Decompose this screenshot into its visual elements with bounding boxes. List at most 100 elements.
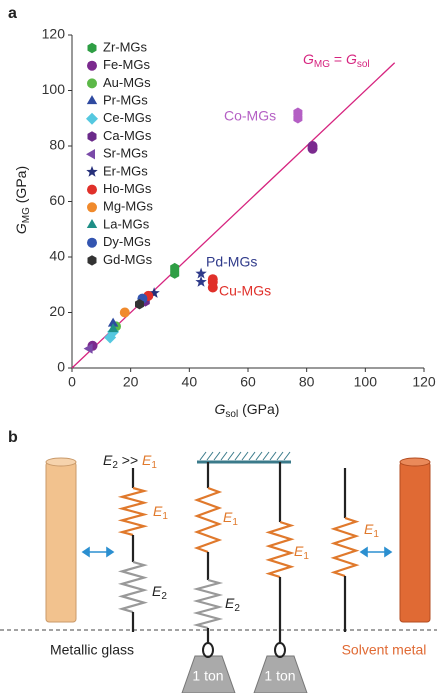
weight [181,655,236,693]
legend-marker [87,255,97,266]
y-tick-label: 0 [57,359,65,375]
y-tick-label: 60 [49,192,65,208]
hatch-line [227,451,235,461]
spring [330,516,360,578]
hatch-line [199,451,207,461]
legend-marker [87,131,97,142]
y-tick-label: 120 [42,26,66,42]
x-tick-label: 80 [299,374,315,390]
y-axis-label: GMG (GPa) [13,166,32,234]
point [207,274,218,285]
hatch-line [241,451,249,461]
legend-marker [87,42,97,54]
metallic-glass-rod [45,461,77,623]
legend-label: Zr-MGs [103,39,148,54]
y-tick-label: 40 [49,248,65,264]
spring-label: E1 [364,521,379,540]
legend-label: Sr-MGs [103,146,148,161]
x-tick-label: 120 [412,374,436,390]
hatch-line [234,451,242,461]
legend-label: Dy-MGs [103,234,151,249]
hatch-line [220,451,228,461]
legend-label: Mg-MGs [103,199,153,214]
legend-label: Pr-MGs [103,93,148,108]
series-annotation: Co-MGs [224,108,276,124]
x-tick-label: 100 [354,374,378,390]
reference-label: GMG = Gsol [303,51,370,70]
legend-marker [86,112,98,125]
hatch-line [255,451,263,461]
point [170,262,180,274]
legend-label: Ho-MGs [103,181,152,196]
legend-label: Au-MGs [103,75,151,90]
hook [274,642,286,658]
arrows [81,546,393,558]
hatch-line [213,451,221,461]
right-label: Solvent metal [342,642,427,658]
spring-label: E2 [152,583,167,602]
point [293,107,303,118]
hatch-line [276,451,284,461]
point [195,267,207,279]
ceiling-hatch [199,451,291,461]
weight-label: 1 ton [264,668,295,684]
point [148,287,160,298]
spring [117,560,149,614]
hatch-line [269,451,277,461]
series-annotation: Pd-MGs [206,254,257,270]
legend-marker [87,78,97,89]
legend-label: Ce-MGs [103,110,152,125]
x-tick-label: 40 [182,374,198,390]
legend-marker [86,149,95,160]
point [119,307,130,318]
relation: E2 >> E1 [103,452,157,471]
spring [193,486,223,554]
legend-marker [87,60,97,71]
point [307,141,318,151]
legend-marker [87,184,97,195]
spring [265,520,295,579]
legend-marker [86,95,98,105]
legend-label: Ca-MGs [103,128,152,143]
legend-marker [86,219,98,228]
hook [202,642,214,658]
y-tick-label: 20 [49,303,65,319]
x-tick-label: 0 [68,374,76,390]
series-annotation: Cu-MGs [219,283,271,299]
weight-label: 1 ton [192,668,223,684]
spring [117,486,149,537]
y-tick-label: 100 [42,81,66,97]
panel-label: b [8,429,18,446]
point [195,276,207,287]
legend-label: Fe-MGs [103,57,150,72]
x-tick-label: 60 [240,374,256,390]
spring [192,578,224,630]
rod-top [399,457,431,467]
spring-label: E1 [153,503,168,522]
point [107,317,119,327]
hatch-line [206,451,214,461]
left-label: Metallic glass [50,642,134,658]
point [83,343,93,354]
solvent-metal-rod [399,461,431,623]
weight [253,655,308,693]
x-tick-label: 20 [123,374,139,390]
spring-label: E2 [225,595,240,614]
legend-label: Er-MGs [103,163,148,178]
springs [117,462,360,643]
point [107,323,119,333]
hatch-line [283,451,291,461]
rod-top [45,457,77,467]
spring-label: E1 [294,543,309,562]
x-axis-label: Gsol (GPa) [215,401,280,420]
hatch-line [262,451,270,461]
legend-label: Gd-MGs [103,252,153,267]
point [135,299,144,310]
spring-label: E1 [223,509,238,528]
legend-marker [87,202,97,213]
legend-marker [87,237,97,248]
legend-label: La-MGs [103,216,150,231]
legend-marker [86,165,98,177]
diagram: b 1 ton 1 ton Metallic glass Solvent met… [0,429,437,693]
